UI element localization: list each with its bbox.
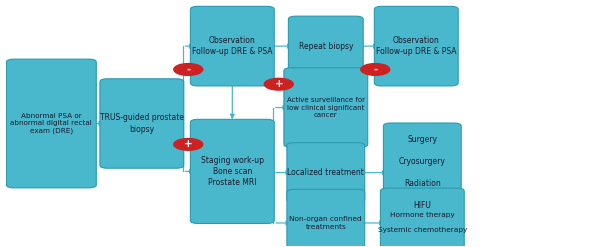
Text: Hormone therapy

Systemic chemotherapy: Hormone therapy Systemic chemotherapy: [378, 212, 467, 233]
FancyBboxPatch shape: [289, 16, 363, 76]
FancyBboxPatch shape: [190, 6, 274, 86]
Text: Observation
Follow-up DRE & PSA: Observation Follow-up DRE & PSA: [192, 36, 273, 56]
Text: -: -: [373, 64, 378, 74]
Circle shape: [361, 63, 390, 75]
Text: Abnormal PSA or
abnormal digital rectal
exam (DRE): Abnormal PSA or abnormal digital rectal …: [10, 113, 92, 134]
FancyBboxPatch shape: [287, 143, 365, 203]
FancyBboxPatch shape: [7, 59, 96, 188]
FancyBboxPatch shape: [100, 79, 184, 168]
Text: Non-organ confined
treatments: Non-organ confined treatments: [290, 216, 362, 230]
Text: Localized treatment: Localized treatment: [287, 168, 364, 177]
FancyBboxPatch shape: [287, 189, 365, 247]
FancyBboxPatch shape: [190, 119, 274, 224]
Text: Staging work-up
Bone scan
Prostate MRI: Staging work-up Bone scan Prostate MRI: [201, 156, 264, 187]
Text: Surgery

Cryosurgery

Radiation

HIFU: Surgery Cryosurgery Radiation HIFU: [399, 135, 446, 210]
Circle shape: [174, 63, 203, 75]
Text: +: +: [184, 139, 193, 149]
FancyBboxPatch shape: [381, 188, 464, 247]
Text: Observation
Follow-up DRE & PSA: Observation Follow-up DRE & PSA: [376, 36, 456, 56]
Circle shape: [264, 78, 293, 90]
Text: Active surveillance for
low clinical significant
cancer: Active surveillance for low clinical sig…: [287, 97, 365, 118]
FancyBboxPatch shape: [284, 68, 368, 147]
Circle shape: [174, 139, 203, 150]
FancyBboxPatch shape: [375, 6, 458, 86]
FancyBboxPatch shape: [384, 123, 461, 222]
Text: Repeat biopsy: Repeat biopsy: [298, 42, 353, 51]
Text: TRUS-guided prostate
biopsy: TRUS-guided prostate biopsy: [100, 113, 184, 134]
Text: +: +: [274, 79, 283, 89]
Text: -: -: [186, 64, 190, 74]
